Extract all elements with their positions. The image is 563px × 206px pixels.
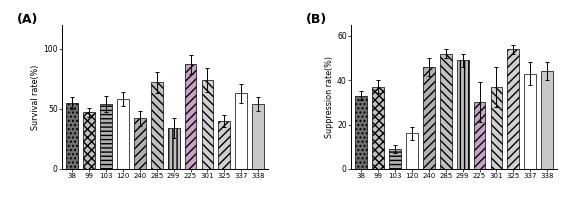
Text: (A): (A) xyxy=(16,13,38,26)
Bar xyxy=(185,64,196,169)
Bar xyxy=(100,104,112,169)
Bar xyxy=(235,93,247,169)
Bar xyxy=(524,74,536,169)
Bar xyxy=(355,96,367,169)
Bar xyxy=(457,60,468,169)
Bar xyxy=(252,104,264,169)
Bar xyxy=(406,133,418,169)
Bar xyxy=(202,80,213,169)
Bar xyxy=(473,102,485,169)
Bar xyxy=(440,54,452,169)
Bar xyxy=(117,99,129,169)
Bar xyxy=(218,121,230,169)
Y-axis label: Survival rate(%): Survival rate(%) xyxy=(32,64,41,130)
Bar xyxy=(423,67,435,169)
Bar xyxy=(83,112,95,169)
Y-axis label: Suppression rate(%): Suppression rate(%) xyxy=(325,56,334,138)
Bar xyxy=(168,128,180,169)
Text: (B): (B) xyxy=(306,13,327,26)
Bar xyxy=(389,149,401,169)
Bar xyxy=(507,49,519,169)
Bar xyxy=(151,82,163,169)
Bar xyxy=(134,118,146,169)
Bar xyxy=(541,71,553,169)
Bar xyxy=(66,103,78,169)
Bar xyxy=(372,87,384,169)
Bar xyxy=(490,87,502,169)
